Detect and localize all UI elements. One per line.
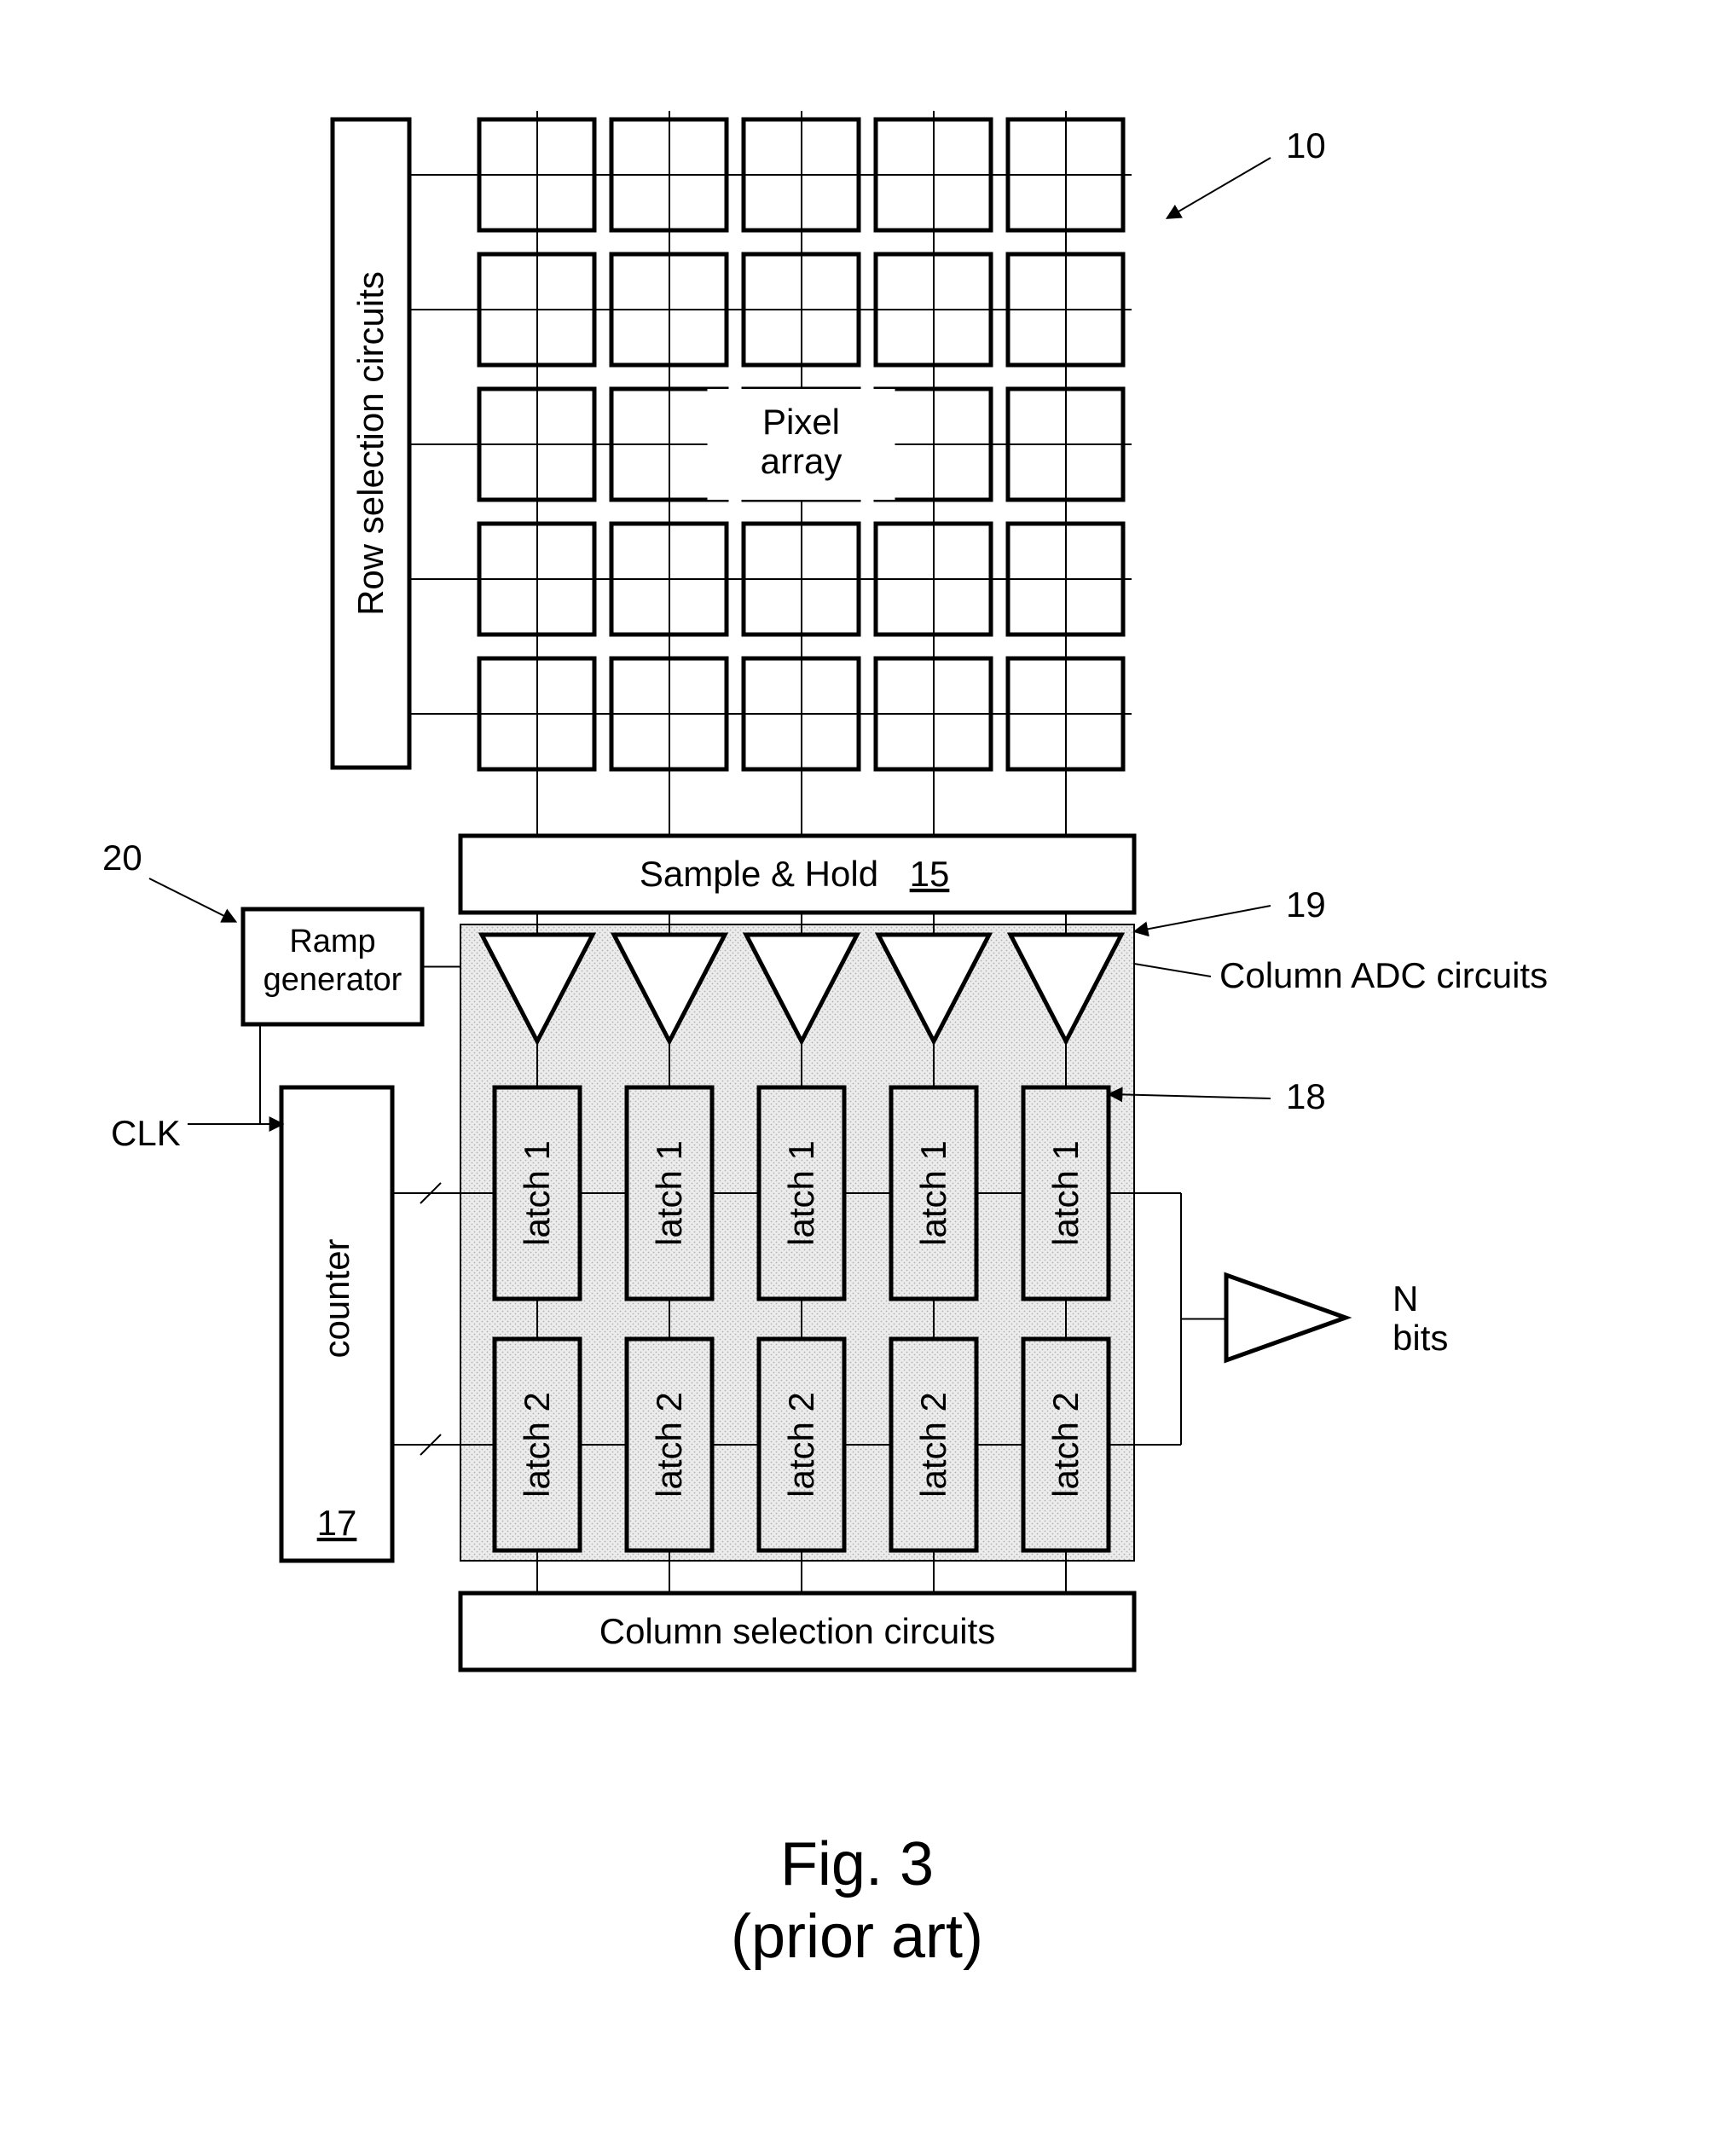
svg-text:latch 1: latch 1: [649, 1140, 689, 1246]
svg-text:latch 2: latch 2: [781, 1392, 821, 1498]
adc-leader: [1134, 964, 1211, 977]
output-amp: [1226, 1275, 1346, 1360]
svg-text:counter: counter: [316, 1238, 356, 1358]
callout-20: 20: [102, 837, 142, 878]
figure-subcaption: (prior art): [731, 1903, 983, 1971]
svg-text:latch 1: latch 1: [913, 1140, 953, 1246]
ramp-label2: generator: [263, 962, 402, 998]
pixel-array-label: Pixel: [762, 402, 840, 442]
svg-text:Row selection circuits: Row selection circuits: [350, 271, 391, 616]
column-selection-label: Column selection circuits: [599, 1611, 996, 1651]
svg-text:latch 2: latch 2: [1045, 1392, 1086, 1498]
svg-text:latch 1: latch 1: [1045, 1140, 1086, 1246]
nbits-label: N: [1393, 1278, 1418, 1319]
counter-ref: 17: [317, 1503, 357, 1543]
svg-text:latch 1: latch 1: [517, 1140, 557, 1246]
callout-arrow: [149, 878, 235, 921]
sample-hold-ref: 15: [910, 854, 950, 894]
pixel-array-label2: array: [761, 441, 843, 481]
nbits-label2: bits: [1393, 1318, 1448, 1358]
callout-arrow: [1168, 158, 1271, 217]
sample-hold-label: Sample & Hold: [640, 854, 878, 894]
callout-18: 18: [1286, 1076, 1326, 1116]
svg-text:latch 2: latch 2: [517, 1392, 557, 1498]
svg-text:latch 1: latch 1: [781, 1140, 821, 1246]
clk-label: CLK: [111, 1113, 181, 1153]
callout-10: 10: [1286, 125, 1326, 165]
callout-19: 19: [1286, 884, 1326, 924]
adc-region-label: Column ADC circuits: [1219, 955, 1548, 995]
svg-text:latch 2: latch 2: [913, 1392, 953, 1498]
ramp-label: Ramp: [289, 924, 375, 959]
svg-text:latch 2: latch 2: [649, 1392, 689, 1498]
callout-arrow: [1136, 906, 1271, 931]
figure-caption: Fig. 3: [780, 1830, 934, 1898]
